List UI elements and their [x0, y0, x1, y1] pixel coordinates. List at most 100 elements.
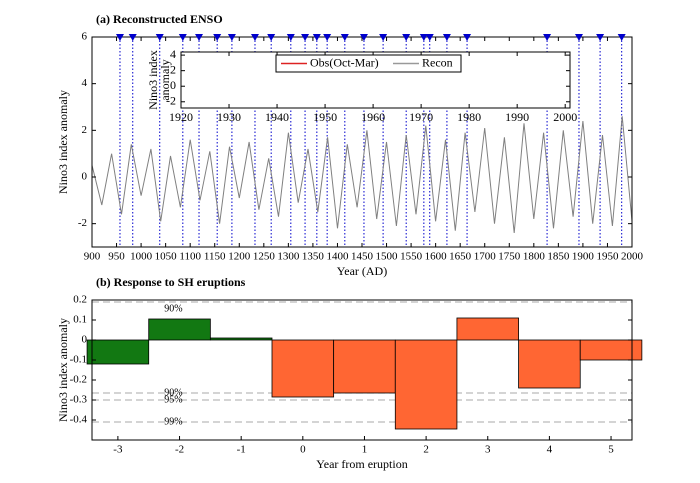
x-tick-label: 1920	[169, 110, 193, 124]
panel-title: (a) Reconstructed ENSO	[96, 12, 223, 26]
x-tick-label: 1940	[265, 110, 289, 124]
x-tick-label: -2	[175, 444, 184, 456]
bar	[333, 339, 396, 394]
x-tick-label: 1900	[572, 251, 595, 263]
y-tick-label: -2	[78, 217, 87, 229]
significance-label: 90%	[164, 303, 182, 314]
x-tick-label: 1980	[457, 110, 481, 124]
x-tick-label: 2000	[621, 251, 644, 263]
x-tick-label: 1750	[498, 251, 521, 263]
bar	[148, 318, 211, 341]
x-tick-label: 1400	[326, 251, 349, 263]
x-tick-label: 1100	[179, 251, 201, 263]
eruption-marker	[178, 34, 187, 41]
x-tick-label: 950	[108, 251, 125, 263]
x-tick-label: 1350	[302, 251, 325, 263]
x-tick-label: 1950	[596, 251, 619, 263]
eruption-marker	[596, 34, 605, 41]
x-tick-label: 1	[362, 444, 368, 456]
significance-label: 99%	[164, 416, 182, 427]
eruption-marker	[155, 34, 164, 41]
x-tick-label: 0	[300, 444, 306, 456]
significance-label: 95%	[164, 394, 182, 405]
bar	[394, 339, 458, 430]
x-tick-label: 1000	[130, 251, 153, 263]
y-tick-label: 0.1	[73, 314, 87, 326]
y-tick-label: 4	[170, 47, 176, 61]
eruption-marker	[213, 34, 222, 41]
eruption-marker	[128, 34, 137, 41]
x-tick-label: 1500	[376, 251, 399, 263]
x-tick-label: 1970	[409, 110, 433, 124]
eruption-marker	[617, 34, 626, 41]
eruption-marker	[402, 34, 411, 41]
x-tick-label: -3	[113, 444, 123, 456]
y-tick-label: -0.4	[70, 414, 88, 426]
x-tick-label: 4	[547, 444, 553, 456]
x-tick-label: 1550	[400, 251, 423, 263]
bar	[86, 339, 150, 365]
y-tick-label: -0.1	[70, 354, 87, 366]
x-tick-label: 1960	[361, 110, 385, 124]
x-tick-label: 3	[485, 444, 491, 456]
eruption-marker	[115, 34, 124, 41]
y-axis-label: Nino3 index anomaly	[56, 318, 70, 422]
eruption-marker	[419, 34, 428, 41]
x-tick-label: -1	[237, 444, 246, 456]
y-tick-label: 0	[82, 171, 88, 183]
y-tick-label: -0.2	[70, 374, 87, 386]
eruption-marker	[463, 34, 472, 41]
eruption-marker	[312, 34, 321, 41]
x-tick-label: 1200	[228, 251, 251, 263]
y-tick-label: 0	[170, 78, 176, 92]
y-tick-label: 4	[82, 77, 88, 89]
panel-title: (b) Response to SH eruptions	[96, 275, 246, 289]
x-tick-label: 1050	[155, 251, 178, 263]
legend-label: Recon	[422, 55, 453, 69]
x-tick-label: 1300	[277, 251, 300, 263]
x-axis-label: Year (AD)	[337, 264, 387, 278]
x-tick-label: 900	[84, 251, 101, 263]
eruption-marker	[250, 34, 259, 41]
x-tick-label: 1930	[217, 110, 241, 124]
eruption-marker	[359, 34, 368, 41]
y-axis-label: Nino3 index	[146, 50, 160, 110]
x-tick-label: 5	[608, 444, 614, 456]
x-tick-label: 1700	[474, 251, 497, 263]
eruption-marker	[425, 34, 434, 41]
eruption-marker	[301, 34, 310, 41]
y-tick-label: 0	[82, 334, 88, 346]
y-axis-label: Nino3 index anomaly	[56, 90, 70, 194]
y-axis-label: anomaly	[158, 59, 172, 100]
eruption-marker	[286, 34, 295, 41]
x-tick-label: 1150	[204, 251, 226, 263]
x-tick-label: 1250	[253, 251, 276, 263]
eruption-marker	[227, 34, 236, 41]
eruption-marker	[442, 34, 451, 41]
significance-label: 90%	[164, 387, 182, 398]
x-tick-label: 2	[423, 444, 429, 456]
eruption-marker	[543, 34, 552, 41]
legend-label: Obs(Oct-Mar)	[310, 55, 379, 69]
x-tick-label: 1990	[505, 110, 529, 124]
eruption-marker	[323, 34, 332, 41]
x-axis-label: Year from eruption	[316, 457, 407, 471]
x-tick-label: 1600	[425, 251, 448, 263]
y-tick-label: 2	[170, 62, 176, 76]
bar	[456, 317, 519, 341]
bar	[271, 339, 335, 398]
eruption-marker	[379, 34, 388, 41]
eruption-marker	[267, 34, 276, 41]
x-tick-label: 1950	[313, 110, 337, 124]
y-tick-label: -2	[166, 94, 176, 108]
bar	[518, 339, 581, 389]
y-tick-label: 0.2	[73, 294, 87, 306]
y-tick-label: 2	[82, 124, 88, 136]
y-tick-label: -0.3	[70, 394, 88, 406]
eruption-marker	[574, 34, 583, 41]
x-tick-label: 1800	[523, 251, 546, 263]
x-tick-label: 1850	[547, 251, 570, 263]
bar	[579, 339, 643, 361]
eruption-marker	[195, 34, 204, 41]
